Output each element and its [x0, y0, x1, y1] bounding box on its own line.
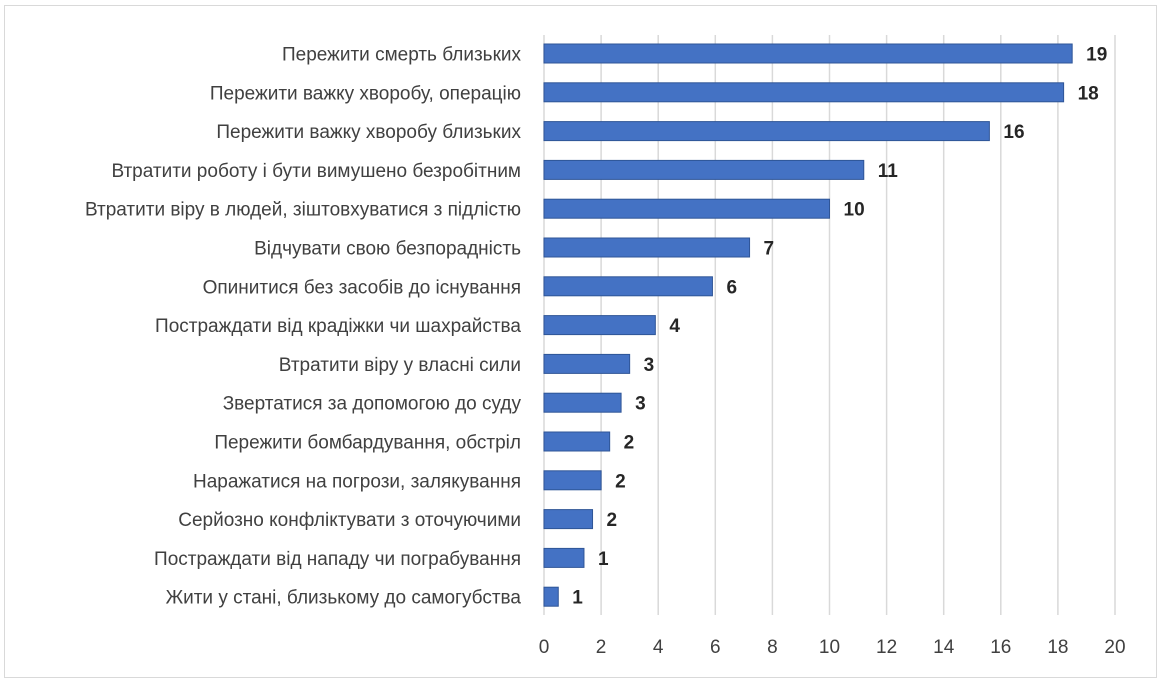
data-label: 1	[572, 588, 583, 609]
data-label: 2	[607, 510, 618, 531]
bar	[543, 237, 751, 258]
category-label: Пережити важку хворобу близьких	[216, 122, 521, 143]
category-label: Серйозно конфліктувати з оточуючими	[178, 510, 521, 531]
data-label: 19	[1086, 45, 1107, 66]
bar	[543, 159, 865, 180]
data-label: 11	[878, 161, 899, 182]
category-label: Опинитися без засобів до існування	[203, 277, 521, 298]
bar-layer	[543, 43, 1073, 607]
category-label: Втратити віру у власні сили	[279, 355, 521, 376]
bar	[543, 43, 1073, 64]
bar	[543, 470, 602, 491]
x-tick-label: 10	[819, 637, 840, 658]
category-label: Постраждати від нападу чи пограбування	[154, 549, 521, 570]
data-label: 4	[669, 316, 680, 337]
bar	[543, 431, 611, 452]
x-tick-label: 4	[653, 637, 664, 658]
bar	[543, 315, 656, 336]
bar	[543, 509, 594, 530]
x-tick-label: 8	[767, 637, 778, 658]
x-tick-label: 12	[876, 637, 897, 658]
data-label: 1	[598, 549, 609, 570]
data-label: 2	[624, 433, 635, 454]
x-tick-label: 14	[933, 637, 955, 658]
category-label: Пережити смерть близьких	[282, 45, 521, 66]
data-label: 18	[1078, 83, 1099, 104]
category-label: Відчувати свою безпорадність	[254, 239, 521, 260]
category-label: Жити у стані, близькому до самогубства	[166, 588, 522, 609]
category-label: Постраждати від крадіжки чи шахрайства	[155, 316, 521, 337]
category-label: Наражатися на погрози, залякування	[193, 471, 521, 492]
x-tick-label: 20	[1104, 637, 1125, 658]
x-tick-label: 2	[596, 637, 607, 658]
bar	[543, 353, 631, 374]
x-tick-label: 16	[990, 637, 1011, 658]
data-label: 16	[1003, 122, 1024, 143]
data-label: 2	[615, 471, 626, 492]
bar	[543, 121, 990, 142]
category-label: Звертатися за допомогою до суду	[223, 394, 522, 415]
bar	[543, 276, 713, 297]
category-label: Втратити роботу і бути вимушено безробіт…	[111, 161, 521, 182]
bar	[543, 392, 622, 413]
bar	[543, 586, 559, 607]
x-tick-label: 0	[539, 637, 550, 658]
bar	[543, 82, 1065, 103]
bar	[543, 547, 585, 568]
category-label: Пережити важку хворобу, операцію	[210, 83, 521, 104]
x-tick-label: 6	[710, 637, 721, 658]
x-tick-label: 18	[1047, 637, 1068, 658]
bar	[543, 198, 830, 219]
data-label: 10	[844, 200, 865, 221]
category-label: Пережити бомбардування, обстріл	[214, 433, 521, 454]
data-label: 3	[635, 394, 646, 415]
data-label: 7	[764, 239, 775, 260]
category-label: Втратити віру в людей, зіштовхуватися з …	[85, 200, 521, 221]
data-label: 6	[726, 277, 737, 298]
data-label: 3	[644, 355, 655, 376]
